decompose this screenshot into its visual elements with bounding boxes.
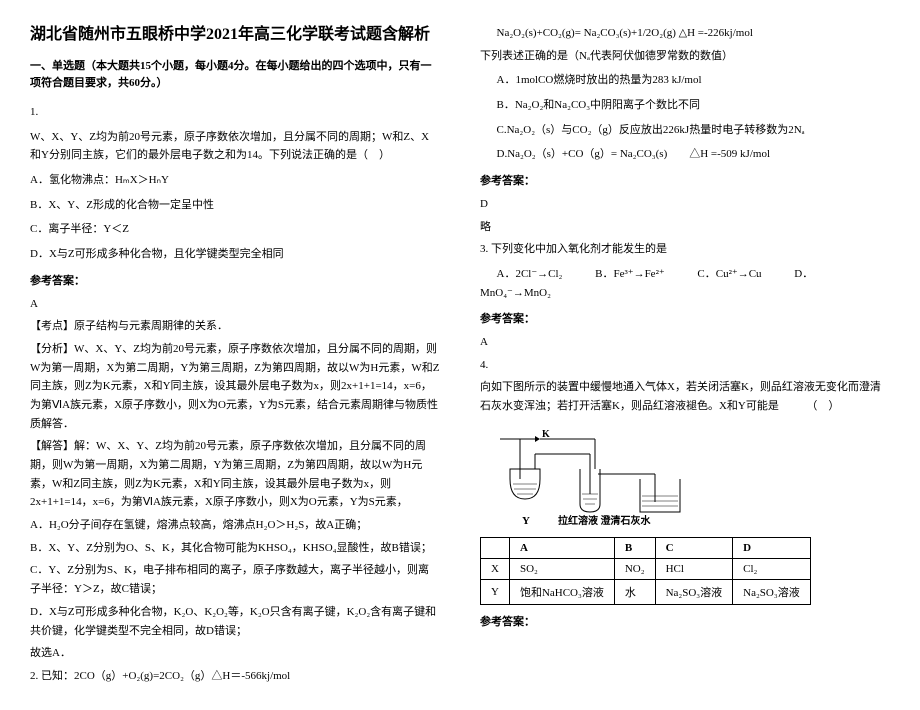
q1-num: 1.	[30, 103, 440, 122]
q1-opt-c: C．离子半径：Y＜Z	[30, 220, 440, 239]
q2-answer: D	[480, 195, 890, 214]
section-header: 一、单选题（本大题共15个小题，每小题4分。在每小题给出的四个选项中，只有一项符…	[30, 58, 440, 91]
q4-stem: 向如下图所示的装置中缓慢地通入气体X，若关闭活塞K，则品红溶液无变化而澄清石灰水…	[480, 378, 890, 415]
q2-opt-c: C.Na₂O₂（s）与CO₂（g）反应放出226kJ热量时电子转移数为2Nₐ	[480, 121, 890, 140]
q1-stem: W、X、Y、Z均为前20号元素，原子序数依次增加，且分属不同的周期；W和Z、X和…	[30, 128, 440, 165]
svg-text:K: K	[542, 429, 550, 440]
q1-sol-c: C．Y、Z分别为S、K，电子排布相同的离子，原子序数越大，离子半径越小，则离子半…	[30, 561, 440, 598]
q1-opt-d: D．X与Z可形成多种化合物，且化学键类型完全相同	[30, 245, 440, 264]
q1-analysis: 【分析】W、X、Y、Z均为前20号元素，原子序数依次增加，且分属不同的周期，则W…	[30, 340, 440, 433]
q1-kaodian: 【考点】原子结构与元素周期律的关系．	[30, 317, 440, 336]
q4-ref-label: 参考答案：	[480, 613, 890, 632]
q2-opt-d: D.Na₂O₂（s）+CO（g）= Na₂CO₃(s) △H =-509 kJ/…	[480, 145, 890, 164]
q4-table: A B C D X SO₂ NO₂ HCl Cl₂ Y 饱和NaHCO₃溶液 水…	[480, 537, 811, 605]
q1-opt-a: A．氢化物沸点：HₘX＞HₙY	[30, 171, 440, 190]
q2-opt-a: A．1molCO燃烧时放出的热量为283 kJ/mol	[480, 71, 890, 90]
table-header: D	[733, 537, 811, 558]
table-row: X SO₂ NO₂ HCl Cl₂	[481, 558, 811, 579]
q3-options: A．2Cl⁻→Cl₂ B．Fe³⁺→Fe²⁺ C．Cu²⁺→Cu D．MnO₄⁻…	[480, 265, 890, 302]
table-header	[481, 537, 510, 558]
q2-line3: 下列表述正确的是（Nₐ代表阿伏伽德罗常数的数值）	[480, 47, 890, 66]
page-title: 湖北省随州市五眼桥中学2021年高三化学联考试题含解析	[30, 20, 440, 44]
q2-opt-b: B．Na₂O₂和Na₂CO₃中阴阳离子个数比不同	[480, 96, 890, 115]
q1-pick: 故选A．	[30, 644, 440, 663]
q3-answer: A	[480, 333, 890, 352]
apparatus-diagram: K	[480, 424, 890, 529]
table-row: A B C D	[481, 537, 811, 558]
table-header: A	[509, 537, 614, 558]
table-header: B	[614, 537, 655, 558]
q1-sol-a: A．H₂O分子间存在氢键，熔沸点较高，熔沸点H₂O＞H₂S，故A正确；	[30, 516, 440, 535]
q3-stem: 3. 下列变化中加入氧化剂才能发生的是	[480, 240, 890, 259]
q2-ref-label: 参考答案：	[480, 172, 890, 191]
q2-line2: Na₂O₂(s)+CO₂(g)= Na₂CO₃(s)+1/2O₂(g) △H =…	[480, 24, 890, 43]
q4-num: 4.	[480, 356, 890, 375]
table-header: C	[655, 537, 733, 558]
q2-note: 略	[480, 218, 890, 237]
q3-ref-label: 参考答案：	[480, 310, 890, 329]
q2-line1: 2. 已知：2CO（g）+O₂(g)=2CO₂（g）△H＝-566kj/mol	[30, 667, 440, 686]
q1-opt-b: B．X、Y、Z形成的化合物一定呈中性	[30, 196, 440, 215]
diagram-y-label: Y	[522, 515, 530, 527]
table-row: Y 饱和NaHCO₃溶液 水 Na₂SO₃溶液 Na₂SO₃溶液	[481, 579, 811, 604]
q1-answer: A	[30, 295, 440, 314]
q1-solution: 【解答】解：W、X、Y、Z均为前20号元素，原子序数依次增加，且分属不同的周期，…	[30, 437, 440, 512]
diagram-caption: 拉红溶液 澄清石灰水	[558, 514, 651, 527]
q1-sol-b: B．X、Y、Z分别为O、S、K，其化合物可能为KHSO₄，KHSO₄显酸性，故B…	[30, 539, 440, 558]
q1-sol-d: D．X与Z可形成多种化合物，K₂O、K₂O₂等，K₂O只含有离子键，K₂O₂含有…	[30, 603, 440, 640]
q1-ref-label: 参考答案：	[30, 272, 440, 291]
